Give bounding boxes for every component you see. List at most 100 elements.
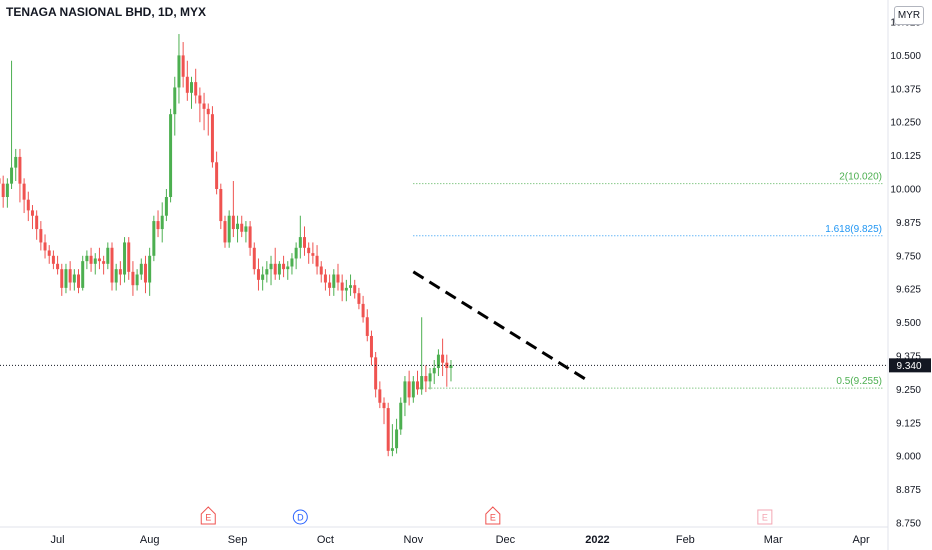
y-tick-label: 10.125 <box>890 151 921 162</box>
candle-body <box>206 108 210 115</box>
candle-body <box>436 354 440 369</box>
candle-body <box>445 362 449 369</box>
candle-body <box>135 274 139 286</box>
candle-body <box>369 335 373 358</box>
candle-body <box>332 274 336 288</box>
candle-body <box>169 114 173 198</box>
x-tick-label: Sep <box>228 534 248 546</box>
candle-body <box>56 263 60 270</box>
candle-body <box>290 258 294 267</box>
fib-level-label: 2(10.020) <box>839 172 882 183</box>
candle-body <box>173 87 177 115</box>
candle-body <box>156 221 160 230</box>
candle-body <box>81 261 85 288</box>
currency-badge[interactable]: MYR <box>894 6 924 25</box>
candle-body <box>261 274 265 280</box>
candle-body <box>303 237 307 248</box>
candle-body <box>432 368 436 374</box>
y-tick-label: 9.375 <box>896 352 921 363</box>
candle-body <box>386 408 390 451</box>
candle-body <box>315 255 319 267</box>
x-tick-label: 2022 <box>585 534 609 546</box>
earnings-marker <box>200 506 216 525</box>
candle-body <box>139 263 143 275</box>
candle-body <box>102 261 106 264</box>
candle-body <box>210 114 214 163</box>
candle-body <box>277 263 281 275</box>
y-tick-label: 9.625 <box>896 285 921 296</box>
y-tick-label: 8.750 <box>896 519 921 530</box>
event-marker-label: D <box>297 513 304 523</box>
last-price-label: 9.340 <box>896 361 921 372</box>
candle-body <box>72 274 76 283</box>
candle-body <box>85 255 89 262</box>
candle-body <box>374 357 378 390</box>
candle-body <box>319 266 323 275</box>
candle-body <box>148 255 152 283</box>
candle-body <box>378 389 382 403</box>
trendline <box>412 270 590 383</box>
y-tick-label: 9.125 <box>896 418 921 429</box>
candle-body <box>60 269 64 288</box>
candle-body <box>390 448 394 451</box>
candle-body <box>185 76 189 93</box>
candle-body <box>131 271 135 286</box>
x-tick-label: Aug <box>140 534 160 546</box>
y-tick-label: 9.000 <box>896 452 921 463</box>
candle-body <box>240 223 244 232</box>
candle-body <box>323 274 327 283</box>
candle-body <box>97 258 101 262</box>
candles <box>0 34 453 457</box>
candle-body <box>215 162 219 189</box>
candle-body <box>51 255 55 264</box>
candle-body <box>273 263 277 275</box>
candle-body <box>382 402 386 409</box>
candle-body <box>68 269 72 283</box>
candle-body <box>349 285 353 288</box>
candle-body <box>93 258 97 264</box>
candle-body <box>123 242 127 275</box>
candle-body <box>181 55 185 77</box>
candle-body <box>106 247 110 264</box>
candle-body <box>395 429 399 449</box>
candle-body <box>194 82 198 96</box>
candle-body <box>252 247 256 270</box>
candle-body <box>127 242 131 272</box>
candle-body <box>420 376 424 390</box>
candle-body <box>286 266 290 270</box>
candle-body <box>328 282 332 288</box>
candle-body <box>365 317 369 336</box>
x-tick-label: Apr <box>853 534 870 546</box>
candle-body <box>0 178 1 184</box>
candle-body <box>89 255 93 264</box>
candle-body <box>424 376 428 382</box>
candle-body <box>177 55 181 88</box>
candle-body <box>256 269 260 280</box>
candle-body <box>198 95 202 104</box>
candle-body <box>416 381 419 390</box>
candle-body <box>190 82 194 93</box>
earnings-marker <box>485 506 501 525</box>
candle-body <box>22 183 26 200</box>
x-tick-label: Dec <box>496 534 516 546</box>
candle-body <box>282 263 286 270</box>
y-tick-label: 8.875 <box>896 485 921 496</box>
candle-body <box>43 242 47 251</box>
candle-body <box>269 263 273 270</box>
candle-body <box>399 402 403 430</box>
candle-body <box>77 274 81 288</box>
x-tick-label: Oct <box>317 534 334 546</box>
candle-body <box>353 285 357 294</box>
candle-body <box>294 247 298 259</box>
candle-body <box>227 215 231 243</box>
candle-body <box>39 229 43 243</box>
last-price-badge <box>889 358 931 373</box>
candle-body <box>248 226 252 248</box>
fib-level-label: 0.5(9.255) <box>836 376 882 387</box>
event-marker-label: E <box>205 513 211 523</box>
dividend-marker <box>292 509 308 525</box>
candle-body <box>403 381 407 403</box>
candle-body <box>160 215 164 230</box>
candle-body <box>110 247 114 283</box>
